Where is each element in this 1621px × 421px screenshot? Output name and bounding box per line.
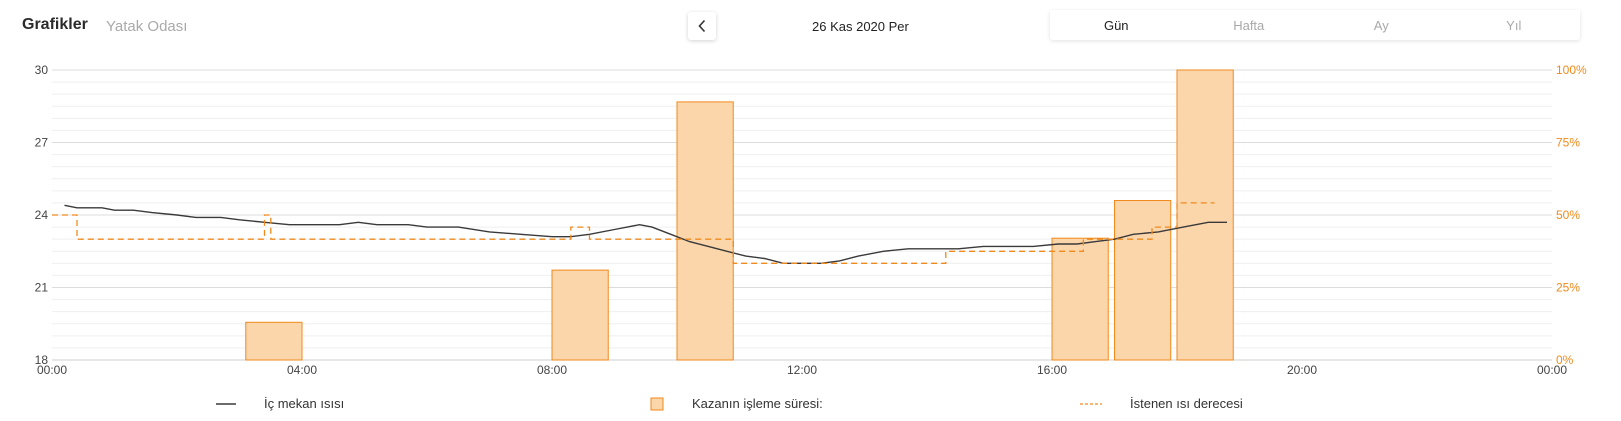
y-right-tick-label: 75% bbox=[1556, 136, 1580, 150]
y-right-tick-label: 25% bbox=[1556, 281, 1580, 295]
chart-grid bbox=[52, 69, 1552, 361]
legend-label: İstenen ısı derecesi bbox=[1130, 396, 1243, 411]
y-left-tick-label: 24 bbox=[35, 208, 49, 222]
y-right-tick-label: 50% bbox=[1556, 208, 1580, 222]
previous-day-button[interactable] bbox=[688, 12, 716, 40]
tab-year[interactable]: Yıl bbox=[1506, 17, 1522, 33]
chart-lines bbox=[52, 202, 1227, 264]
legend-label: İç mekan ısısı bbox=[264, 396, 345, 411]
y-right-tick-label: 100% bbox=[1556, 63, 1587, 77]
x-tick-label: 08:00 bbox=[537, 363, 567, 377]
y-left-tick-label: 30 bbox=[35, 63, 49, 77]
y-left-tick-label: 18 bbox=[35, 353, 49, 367]
tab-month[interactable]: Ay bbox=[1373, 17, 1389, 33]
boiler-runtime-bar bbox=[676, 101, 734, 361]
legend-label: Kazanın işleme süresi: bbox=[692, 396, 823, 411]
chevron-left-icon bbox=[698, 19, 706, 33]
y-left-tick-label: 27 bbox=[35, 136, 49, 150]
tab-week[interactable]: Hafta bbox=[1233, 17, 1265, 33]
boiler-runtime-bar bbox=[1176, 69, 1234, 361]
boiler-runtime-bar bbox=[1114, 200, 1172, 361]
legend-dashed-swatch bbox=[1080, 402, 1102, 405]
x-tick-label: 12:00 bbox=[787, 363, 817, 377]
target-temperature-line bbox=[52, 202, 1215, 264]
legend-item-indoor-temp[interactable]: İç mekan ısısı bbox=[216, 396, 344, 411]
x-tick-label: 00:00 bbox=[1537, 363, 1567, 377]
boiler-runtime-bar bbox=[1051, 237, 1109, 361]
y-right-tick-label: 0% bbox=[1556, 353, 1574, 367]
boiler-runtime-bar bbox=[551, 269, 609, 361]
boiler-runtime-bar bbox=[245, 321, 303, 361]
page-title: Grafikler bbox=[22, 16, 88, 33]
room-name[interactable]: Yatak Odası bbox=[106, 18, 188, 35]
indoor-temperature-line bbox=[64, 204, 1227, 264]
period-tabs: Gün Hafta Ay Yıl bbox=[1050, 10, 1580, 40]
legend-box-swatch bbox=[650, 397, 664, 410]
tab-day[interactable]: Gün bbox=[1103, 17, 1129, 33]
x-tick-label: 16:00 bbox=[1037, 363, 1067, 377]
legend-item-boiler-runtime[interactable]: Kazanın işleme süresi: bbox=[650, 396, 823, 411]
date-label: 26 Kas 2020 Per bbox=[812, 19, 909, 34]
legend-line-swatch bbox=[216, 402, 236, 405]
legend: İç mekan ısısı Kazanın işleme süresi: İs… bbox=[0, 396, 1621, 418]
x-tick-label: 04:00 bbox=[287, 363, 317, 377]
y-left-tick-label: 21 bbox=[35, 281, 49, 295]
legend-item-target-temp[interactable]: İstenen ısı derecesi bbox=[1080, 396, 1243, 411]
x-tick-label: 00:00 bbox=[37, 363, 67, 377]
boiler-runtime-bars bbox=[245, 69, 1234, 361]
x-tick-label: 20:00 bbox=[1287, 363, 1317, 377]
header: Grafikler Yatak Odası 26 Kas 2020 Per Gü… bbox=[0, 0, 1621, 56]
